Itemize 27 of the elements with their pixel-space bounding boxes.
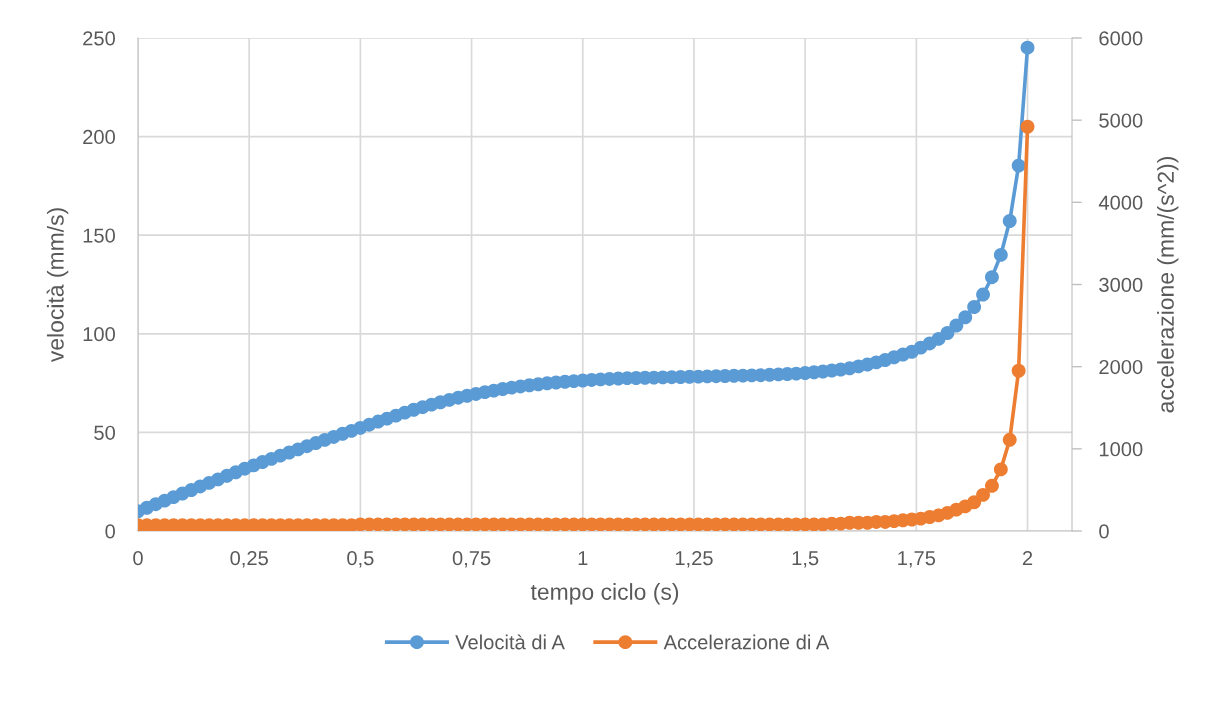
x-tick-label: 0: [133, 550, 143, 566]
x-tick-label: 1: [578, 551, 588, 566]
y-tick-label: 250: [83, 31, 115, 46]
y2-tick-label: 5000: [1099, 113, 1143, 128]
y-tick-label: 150: [83, 228, 115, 243]
x-axis-title: tempo ciclo (s): [530, 583, 679, 605]
x-tick-label: 1,75: [898, 551, 936, 568]
x-tick-label: 1,25: [675, 550, 713, 568]
x-tick-label: 0,5: [347, 550, 374, 568]
y-tick-label: 50: [94, 425, 115, 440]
y2-tick-label: 4000: [1098, 195, 1143, 210]
y2-tick-label: 6000: [1099, 31, 1143, 46]
y2-tick-label: 3000: [1099, 277, 1143, 292]
y2-tick-label: 1000: [1099, 442, 1143, 457]
x-tick-label: 2: [1022, 550, 1033, 566]
y2-tick-label: 0: [1099, 524, 1109, 539]
legend-label: Accelerazione di A: [663, 634, 830, 650]
legend-label: Velocità di A: [455, 634, 565, 650]
y-tick-label: 100: [83, 327, 115, 342]
x-tick-label: 1,5: [792, 551, 819, 568]
x-tick-label: 0,25: [230, 550, 268, 568]
y-tick-label: 0: [105, 524, 115, 539]
y-tick-label: 200: [83, 129, 115, 145]
y2-axis-title: accelerazione (mm/(s^2)): [1157, 157, 1179, 413]
x-tick-label: 0,75: [452, 550, 491, 568]
y2-tick-label: 2000: [1099, 359, 1143, 375]
y-axis-title: velocità (mm/s): [46, 208, 69, 363]
